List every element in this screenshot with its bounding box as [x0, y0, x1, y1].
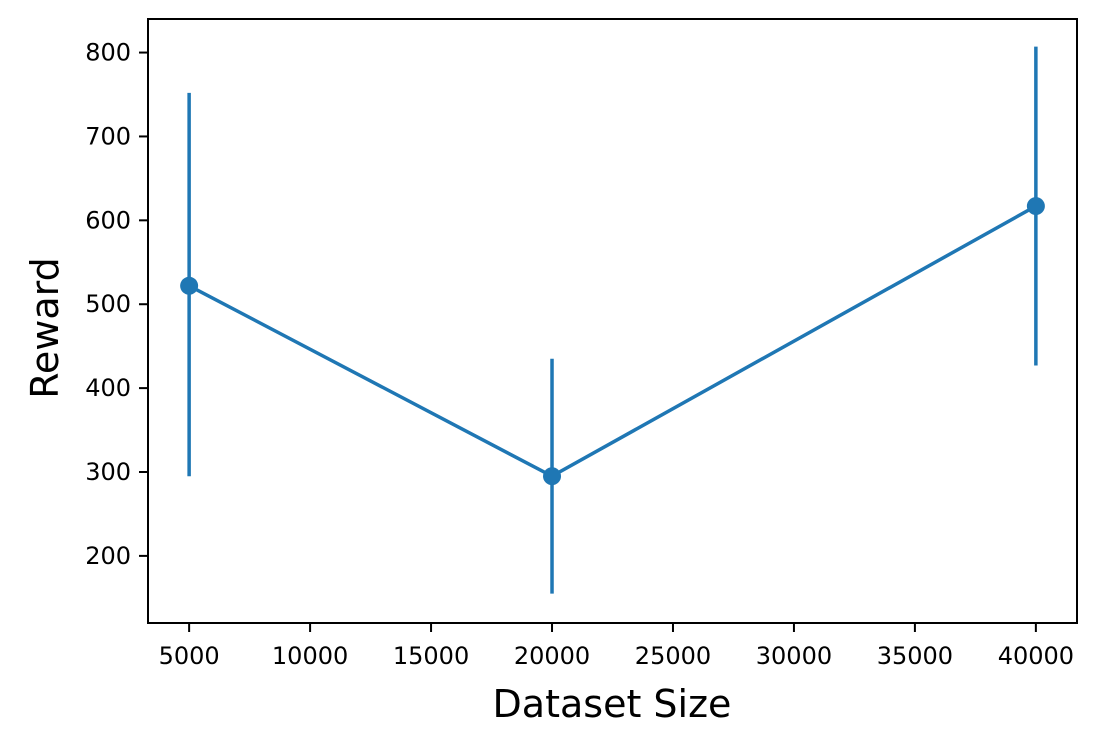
y-tick-label: 800: [85, 39, 131, 67]
y-tick-label: 500: [85, 290, 131, 318]
data-point: [1026, 197, 1045, 216]
x-axis-label: Dataset Size: [493, 682, 732, 726]
x-tick-label: 25000: [635, 642, 711, 670]
y-tick-label: 600: [85, 206, 131, 234]
x-tick-label: 40000: [998, 642, 1074, 670]
x-tick-label: 5000: [159, 642, 220, 670]
x-axis: 5000 10000 15000 20000 25000 30000 35000 40000: [159, 623, 1074, 670]
y-axis: 200 300 400 500 600 700 800: [85, 39, 148, 570]
x-tick-label: 20000: [514, 642, 590, 670]
x-tick-label: 35000: [877, 642, 953, 670]
x-tick-label: 10000: [272, 642, 348, 670]
y-tick-label: 400: [85, 374, 131, 402]
plot-frame: [147, 18, 1078, 624]
x-tick-label: 30000: [756, 642, 832, 670]
y-tick-label: 200: [85, 542, 131, 570]
y-tick-label: 300: [85, 458, 131, 486]
series-line: [188, 204, 1037, 479]
data-point: [543, 467, 562, 486]
x-tick-label: 15000: [393, 642, 469, 670]
y-axis-label: Reward: [23, 257, 67, 399]
plot-area: [147, 18, 1078, 624]
y-tick-label: 700: [85, 122, 131, 150]
data-point: [180, 276, 199, 295]
